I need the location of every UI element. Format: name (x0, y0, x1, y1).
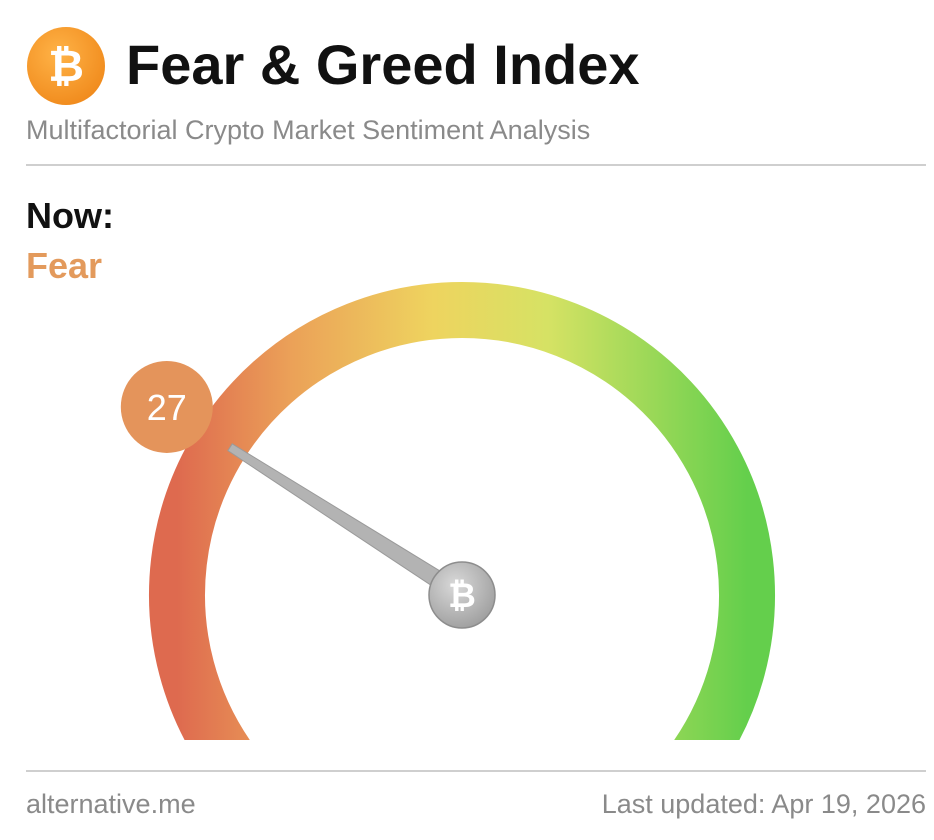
last-updated: Last updated: Apr 19, 2026 (601, 789, 926, 819)
logo-glyph: ₿ (48, 41, 84, 92)
value-badge (120, 360, 213, 453)
gauge-hub (428, 561, 496, 629)
bitcoin-logo-icon: ₿ (27, 27, 105, 105)
gauge-arc (149, 282, 775, 740)
gauge-needle (227, 443, 468, 604)
header: ₿ Fear & Greed Index (26, 26, 926, 116)
gauge-value: 27 (147, 387, 187, 428)
page-subtitle: Multifactorial Crypto Market Sentiment A… (26, 115, 591, 145)
now-label: Now: (26, 195, 114, 236)
classification-label: Fear (26, 245, 103, 286)
page-title: Fear & Greed Index (126, 33, 640, 96)
bitcoin-icon: ₿ (448, 576, 476, 616)
source-link[interactable]: alternative.me (26, 789, 196, 819)
gauge-chart: ₿ 27 (120, 282, 775, 740)
divider-bottom (26, 770, 926, 772)
divider-top (26, 164, 926, 166)
